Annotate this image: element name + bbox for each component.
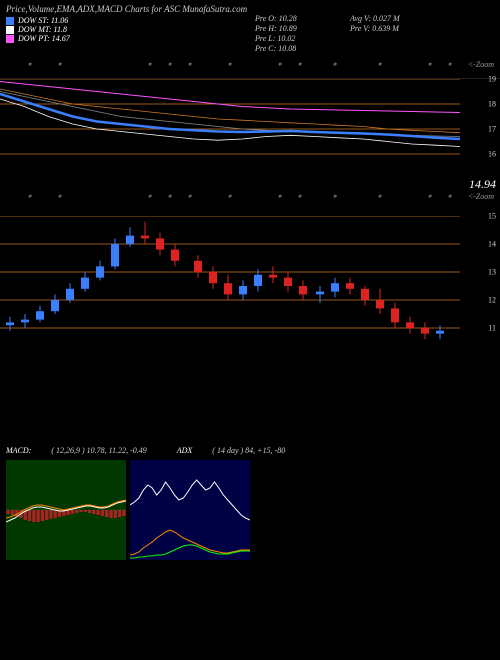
time-mark: ⚬	[446, 192, 453, 201]
adx-params: ( 14 day ) 84, +15, -80	[212, 446, 285, 455]
stat: Pre O: 10.28	[255, 14, 297, 24]
y-axis-label: 12	[488, 296, 496, 305]
zoom-label: <-Zoom	[468, 60, 494, 69]
y-axis-label: 15	[488, 212, 496, 221]
time-mark: ⚬	[26, 60, 33, 69]
swatch-icon	[6, 35, 14, 43]
stat: Pre V: 0.639 M	[350, 24, 400, 34]
swatch-icon	[6, 26, 14, 34]
time-mark: ⚬	[186, 60, 193, 69]
y-axis-label: 14	[488, 240, 496, 249]
ohlc-stats: Pre O: 10.28Pre H: 10.89Pre L: 10.02Pre …	[255, 14, 297, 54]
stat: Pre H: 10.89	[255, 24, 297, 34]
time-mark: ⚬	[276, 60, 283, 69]
y-axis-label: 13	[488, 268, 496, 277]
time-mark: ⚬	[56, 60, 63, 69]
stat: Pre C: 10.08	[255, 44, 297, 54]
candlestick-panel: 1112131415	[0, 216, 500, 356]
time-mark: ⚬	[331, 192, 338, 201]
page-title: Price,Volume,EMA,ADX,MACD Charts for ASC…	[6, 4, 494, 14]
time-mark: ⚬	[446, 60, 453, 69]
legend-text: DOW MT: 11.8	[18, 25, 67, 34]
time-mark: ⚬	[226, 192, 233, 201]
indicator-boxes	[0, 460, 500, 560]
y-axis-label: 19	[488, 75, 496, 84]
legend-text: DOW PT: 14.67	[18, 34, 70, 43]
adx-box	[130, 460, 250, 560]
time-mark: ⚬	[26, 192, 33, 201]
legend-text: DOW ST: 11.06	[18, 16, 68, 25]
chart-container: Price,Volume,EMA,ADX,MACD Charts for ASC…	[0, 0, 500, 660]
indicator-header: MACD: ( 12,26,9 ) 10.78, 11.22, -0.49 AD…	[0, 446, 500, 460]
legend-item: DOW PT: 14.67	[6, 34, 494, 43]
swatch-icon	[6, 17, 14, 25]
time-mark: ⚬	[426, 60, 433, 69]
y-axis-label: 18	[488, 100, 496, 109]
header: Price,Volume,EMA,ADX,MACD Charts for ASC…	[0, 0, 500, 60]
adx-label: ADX	[177, 446, 193, 455]
legend-item: DOW ST: 11.06	[6, 16, 494, 25]
y-axis-label: 17	[488, 125, 496, 134]
time-mark: ⚬	[166, 192, 173, 201]
time-mark: ⚬	[186, 192, 193, 201]
time-mark: ⚬	[226, 60, 233, 69]
time-mark: ⚬	[296, 192, 303, 201]
vol-stats: Avg V: 0.027 MPre V: 0.639 M	[350, 14, 400, 34]
y-axis-label: 11	[488, 324, 496, 333]
stat: Avg V: 0.027 M	[350, 14, 400, 24]
time-mark: ⚬	[296, 60, 303, 69]
time-mark: ⚬	[166, 60, 173, 69]
last-price: 14.94	[469, 177, 496, 192]
time-mark: ⚬	[146, 60, 153, 69]
time-mark: ⚬	[276, 192, 283, 201]
price-ema-panel: 16171819 14.94	[0, 78, 500, 178]
stat: Pre L: 10.02	[255, 34, 297, 44]
mid-marks: <-Zoom ⚬ ⚬ ⚬ ⚬ ⚬ ⚬ ⚬ ⚬ ⚬ ⚬ ⚬ ⚬	[0, 192, 500, 210]
macd-label: MACD:	[6, 446, 31, 455]
y-axis-label: 16	[488, 150, 496, 159]
macd-box	[6, 460, 126, 560]
legend: DOW ST: 11.06DOW MT: 11.8DOW PT: 14.67	[6, 16, 494, 43]
macd-params: ( 12,26,9 ) 10.78, 11.22, -0.49	[51, 446, 146, 455]
time-mark: ⚬	[331, 60, 338, 69]
zoom-label-mid: <-Zoom	[468, 192, 494, 201]
time-mark: ⚬	[146, 192, 153, 201]
time-mark: ⚬	[426, 192, 433, 201]
time-mark: ⚬	[376, 192, 383, 201]
time-mark: ⚬	[56, 192, 63, 201]
time-mark: ⚬	[376, 60, 383, 69]
top-marks: <-Zoom ⚬ ⚬ ⚬ ⚬ ⚬ ⚬ ⚬ ⚬ ⚬ ⚬ ⚬ ⚬	[0, 60, 500, 78]
legend-item: DOW MT: 11.8	[6, 25, 494, 34]
